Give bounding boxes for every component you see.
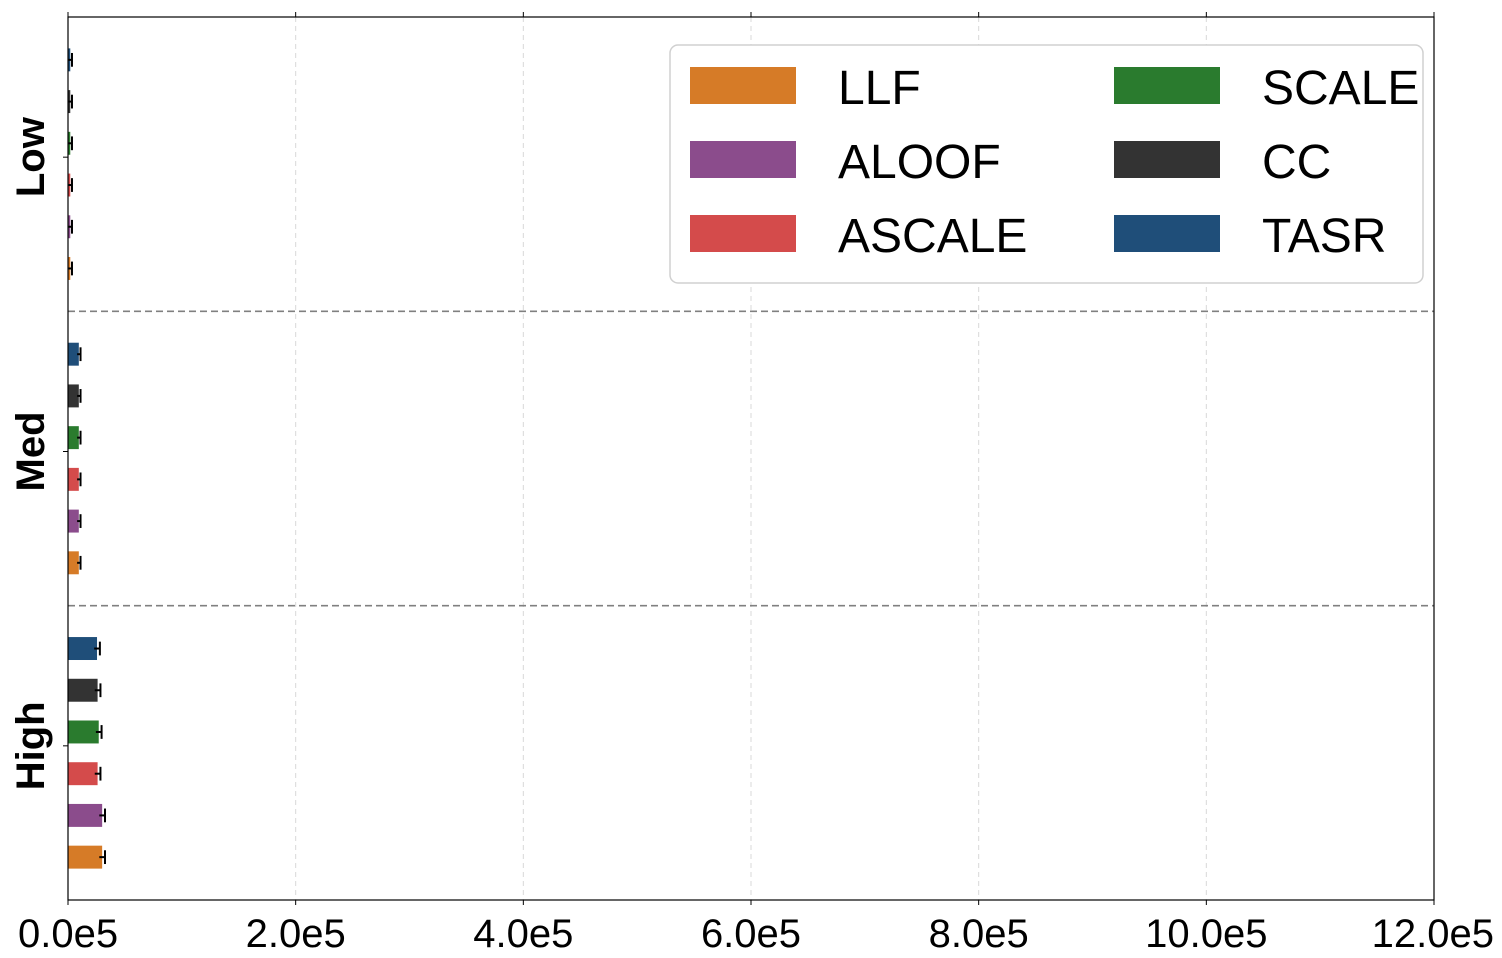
category-label: Low [9,116,53,197]
bar-llf-high [68,845,103,869]
bar-tasr-high [68,637,98,661]
x-tick-label: 6.0e5 [701,912,801,956]
bar-aloof-high [68,803,103,827]
legend-label-aloof: ALOOF [838,136,1001,189]
bar-scale-med [68,426,79,450]
bar-aloof-med [68,509,79,533]
bar-cc-high [68,678,98,702]
bar-cc-med [68,384,79,408]
legend-label-scale: SCALE [1262,62,1419,115]
bars-layer [68,48,106,869]
x-tick-label: 4.0e5 [473,912,573,956]
legend-label-llf: LLF [838,62,921,115]
bar-llf-med [68,551,79,575]
legend: LLF ALOOF ASCALE SCALE CC TASR [669,44,1424,284]
bar-ascale-high [68,762,98,786]
legend-box [669,44,1424,284]
legend-swatch-ascale [690,215,796,252]
bar-tasr-med [68,342,79,366]
legend-swatch-scale [1114,67,1220,104]
legend-swatch-cc [1114,141,1220,178]
x-tick-label: 12.0e5 [1372,912,1494,956]
legend-swatch-tasr [1114,215,1220,252]
legend-label-cc: CC [1262,136,1331,189]
category-label: High [9,701,53,790]
x-tick-label: 2.0e5 [246,912,346,956]
axes-layer: Low Med High 0.0e5 2.0e5 4.0e5 6.0e5 8.0e5 10.0e… [9,12,1494,956]
legend-label-tasr: TASR [1262,210,1386,263]
x-tick-label: 10.0e5 [1145,912,1267,956]
legend-swatch-aloof [690,141,796,178]
legend-label-ascale: ASCALE [838,210,1027,263]
x-tick-label: 0.0e5 [18,912,118,956]
category-label: Med [9,412,53,492]
bar-ascale-med [68,467,79,491]
legend-swatch-llf [690,67,796,104]
group-separators [68,310,1434,607]
x-tick-label: 8.0e5 [929,912,1029,956]
bar-scale-high [68,720,99,744]
